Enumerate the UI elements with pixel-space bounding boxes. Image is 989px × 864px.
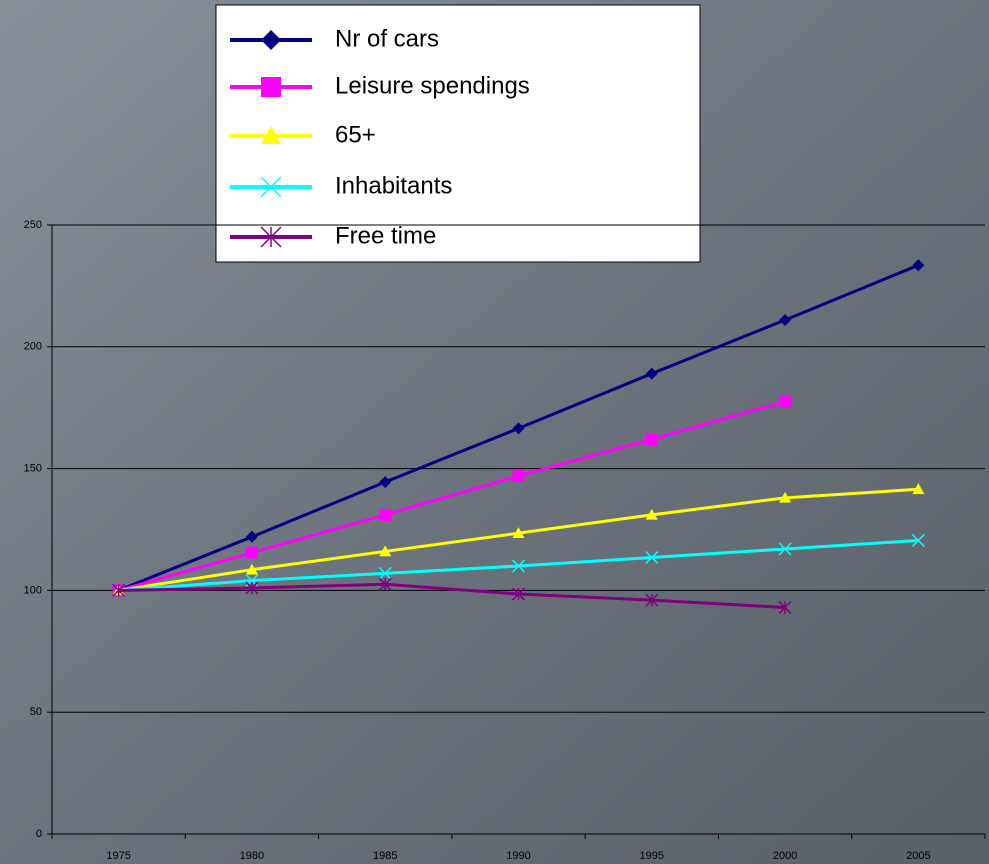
y-tick-label: 0 <box>36 828 42 840</box>
marker <box>645 593 659 607</box>
marker-shape <box>245 546 258 559</box>
marker <box>112 583 126 597</box>
marker <box>779 395 792 408</box>
marker-shape <box>779 314 792 327</box>
marker <box>379 475 392 488</box>
y-tick-label: 50 <box>30 706 42 718</box>
marker <box>260 226 282 248</box>
marker <box>912 483 925 495</box>
marker-shape <box>378 566 392 580</box>
y-tick-label: 100 <box>24 584 42 596</box>
series-line <box>118 400 786 592</box>
marker <box>261 30 281 50</box>
marker-shape <box>645 433 658 446</box>
marker-shape <box>912 483 925 495</box>
marker <box>379 508 392 521</box>
marker <box>245 530 258 543</box>
marker <box>512 527 525 538</box>
x-tick-label: 1995 <box>640 850 664 862</box>
marker <box>378 566 392 580</box>
series-line <box>118 582 786 609</box>
marker-shape <box>261 30 281 50</box>
marker <box>778 542 792 556</box>
x-tick-label: 1980 <box>240 850 264 862</box>
marker-shape <box>645 550 659 565</box>
y-tick-label: 250 <box>24 219 42 231</box>
x-tick-label: 2005 <box>906 850 930 862</box>
x-tick-label: 1985 <box>373 850 397 862</box>
marker <box>778 600 792 614</box>
marker <box>245 563 258 575</box>
marker-shape <box>245 581 259 595</box>
legend-label: Leisure spendings <box>335 72 530 99</box>
marker <box>245 581 259 595</box>
marker-shape <box>512 527 525 538</box>
marker-shape <box>912 259 925 272</box>
marker-shape <box>260 226 282 248</box>
marker <box>511 559 526 573</box>
marker <box>645 433 658 446</box>
legend-label: 65+ <box>335 121 376 148</box>
marker-shape <box>261 126 281 144</box>
marker <box>911 533 925 547</box>
marker-shape <box>645 593 659 607</box>
marker <box>645 550 659 565</box>
marker <box>645 367 658 380</box>
marker-shape <box>645 508 658 520</box>
marker-shape <box>379 545 392 557</box>
marker <box>260 176 282 198</box>
x-tick-label: 1975 <box>106 850 130 862</box>
legend-label: Nr of cars <box>335 25 439 52</box>
y-tick-label: 200 <box>24 341 42 353</box>
marker <box>645 508 658 520</box>
marker-shape <box>778 542 792 556</box>
marker <box>511 587 526 601</box>
marker <box>261 77 281 97</box>
x-tick-label: 1990 <box>506 850 530 862</box>
marker-shape <box>378 577 392 591</box>
marker <box>912 259 925 272</box>
marker-shape <box>779 395 792 408</box>
marker <box>512 469 525 482</box>
y-tick-label: 150 <box>24 463 42 475</box>
marker <box>379 545 392 557</box>
x-tick-label: 2000 <box>773 850 797 862</box>
marker-shape <box>245 563 258 575</box>
marker-shape <box>379 475 392 488</box>
marker-shape <box>512 422 525 435</box>
marker-shape <box>779 491 792 503</box>
marker-shape <box>511 587 526 601</box>
marker <box>245 546 258 559</box>
marker-shape <box>245 530 258 543</box>
marker <box>779 314 792 327</box>
legend-label: Free time <box>335 222 436 249</box>
marker-shape <box>112 583 126 597</box>
legend-label: Inhabitants <box>335 172 452 199</box>
marker-shape <box>911 533 925 547</box>
marker-shape <box>511 559 526 573</box>
marker <box>261 126 281 144</box>
marker <box>512 422 525 435</box>
marker-shape <box>260 176 282 198</box>
marker-shape <box>778 600 792 614</box>
marker-shape <box>645 367 658 380</box>
marker-shape <box>512 469 525 482</box>
marker-shape <box>261 77 281 97</box>
marker <box>779 491 792 503</box>
legend-box <box>215 4 701 263</box>
marker-shape <box>379 508 392 521</box>
marker <box>378 577 392 591</box>
